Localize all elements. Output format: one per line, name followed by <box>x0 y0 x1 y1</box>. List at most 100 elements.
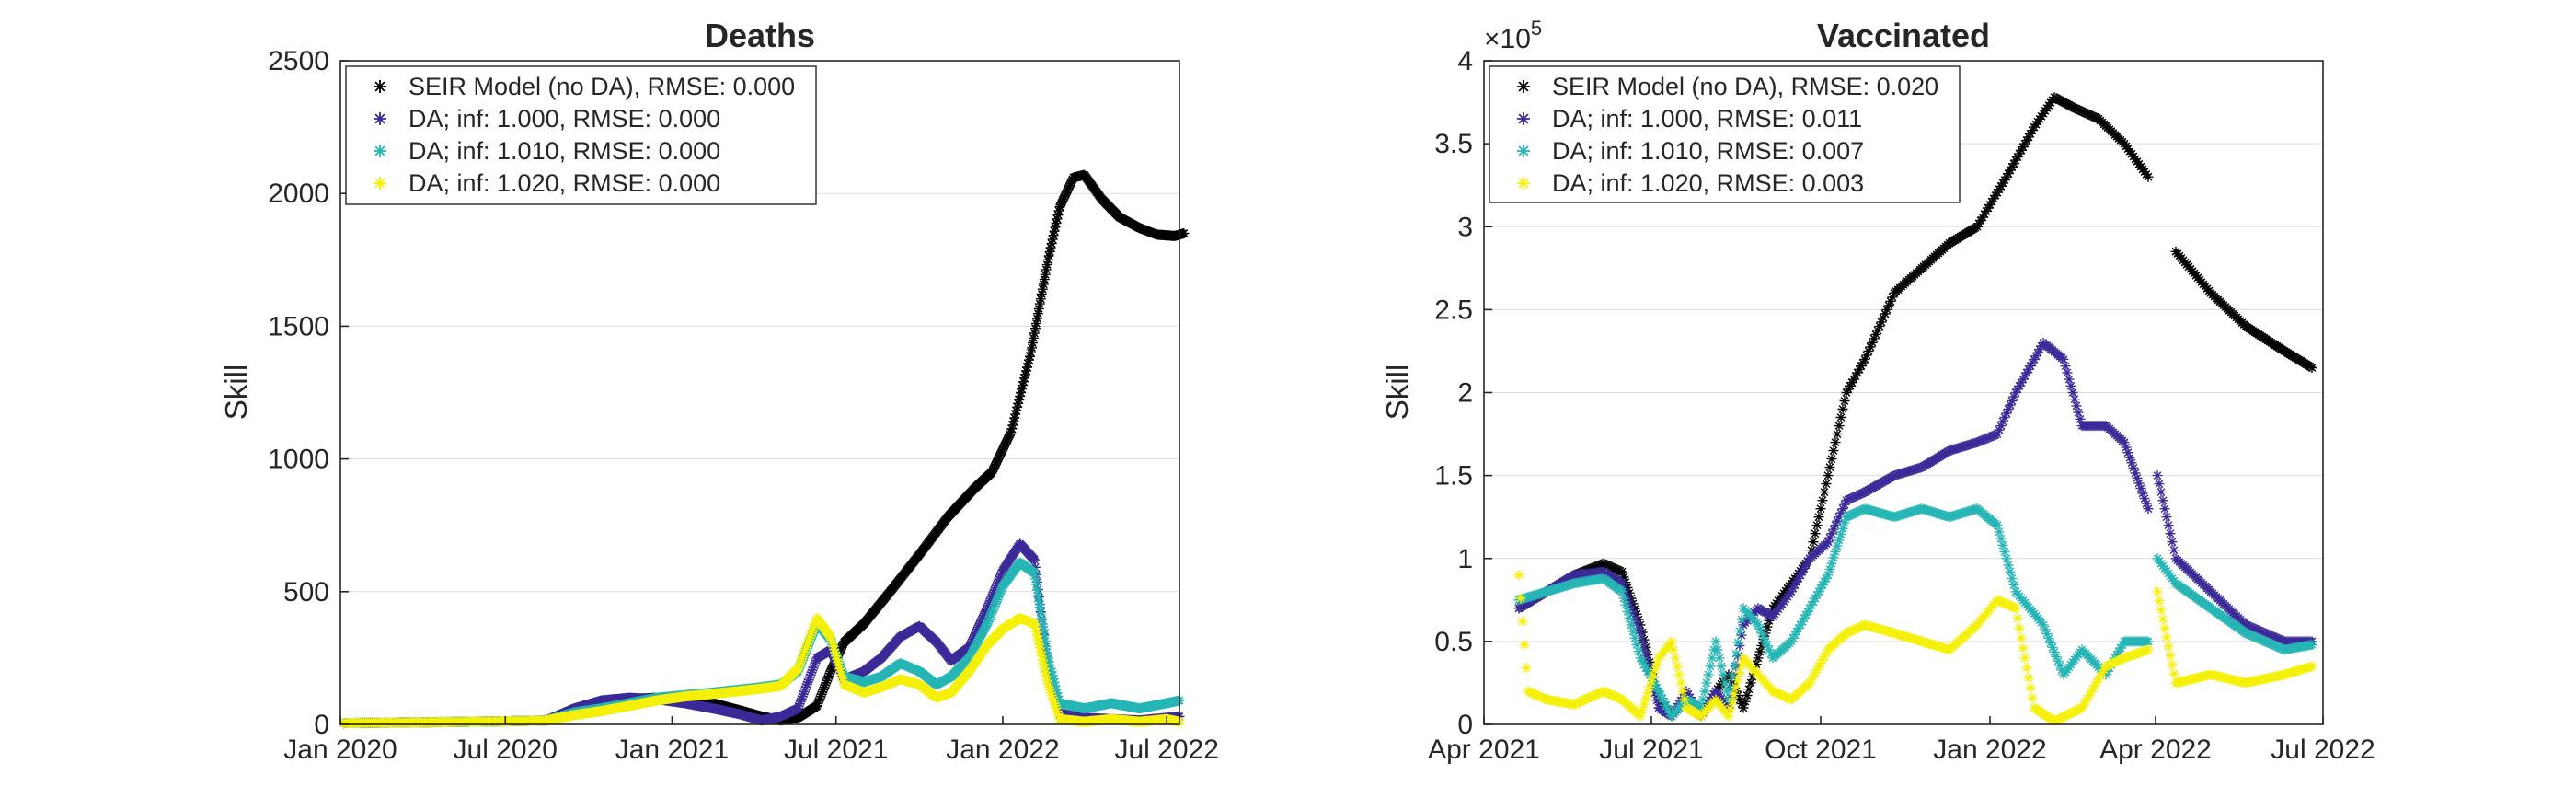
data-point <box>1629 613 1640 624</box>
data-point <box>2027 692 2038 703</box>
legend-label: DA; inf: 1.000, RMSE: 0.000 <box>408 105 720 133</box>
data-point <box>1731 648 1742 659</box>
data-point <box>1040 667 1051 677</box>
data-point <box>1041 260 1052 271</box>
data-point <box>1620 599 1631 610</box>
data-point <box>1530 689 1541 700</box>
data-point <box>1033 303 1044 314</box>
data-point <box>1644 669 1655 680</box>
data-point <box>995 447 1006 458</box>
data-point <box>2266 631 2277 642</box>
data-point <box>1661 700 1672 711</box>
data-point <box>2141 498 2152 509</box>
data-point <box>1633 646 1644 657</box>
data-point <box>1057 195 1068 206</box>
data-point <box>1052 688 1063 699</box>
data-point <box>1824 564 1835 574</box>
data-point <box>2133 478 2145 489</box>
data-point <box>996 583 1007 594</box>
data-point <box>1683 688 1694 700</box>
data-point <box>1029 622 1041 633</box>
data-point <box>2023 132 2034 143</box>
data-point <box>811 700 822 712</box>
data-point <box>1984 200 1995 211</box>
data-point <box>815 691 826 702</box>
data-point <box>1850 371 1861 381</box>
data-point <box>1778 690 1789 701</box>
data-point <box>2010 388 2021 398</box>
data-point <box>2078 700 2089 710</box>
data-point <box>1977 212 1988 223</box>
data-point <box>1028 332 1039 343</box>
data-point <box>1537 692 1548 703</box>
data-point <box>991 580 1002 591</box>
data-point <box>1037 284 1048 295</box>
data-point <box>995 587 1006 598</box>
data-point <box>1016 388 1027 398</box>
data-point <box>2053 655 2064 666</box>
data-point <box>1046 666 1057 677</box>
data-point <box>1857 357 1869 368</box>
data-point <box>1602 688 1613 699</box>
data-point <box>1791 626 1802 637</box>
data-point <box>1010 409 1021 420</box>
data-point <box>1044 659 1055 670</box>
data-point <box>2143 644 2154 655</box>
data-point <box>1602 560 1613 571</box>
data-point <box>1615 693 1626 704</box>
data-point <box>2084 689 2095 700</box>
data-point <box>1639 642 1650 654</box>
data-point <box>2058 353 2069 364</box>
data-point <box>1852 367 1863 378</box>
data-point <box>2262 629 2273 640</box>
data-point <box>1604 688 1615 700</box>
data-point <box>967 636 977 647</box>
data-point <box>1826 454 1837 465</box>
data-point <box>2008 580 2019 591</box>
data-point <box>1745 677 1756 688</box>
data-point <box>2106 658 2117 669</box>
y-tick-label: 1500 <box>268 311 329 341</box>
data-point <box>1784 693 1795 704</box>
data-point <box>1036 651 1047 662</box>
x-tick-label: Jul 2022 <box>1114 735 1218 765</box>
data-point <box>1011 405 1022 416</box>
data-point <box>1029 554 1040 565</box>
data-point <box>1675 695 1686 706</box>
data-point <box>2259 627 2270 638</box>
data-point <box>2165 528 2176 539</box>
data-point <box>1049 677 1060 688</box>
data-point <box>986 608 997 618</box>
data-point <box>1034 298 1045 309</box>
data-point <box>799 646 810 657</box>
data-point <box>830 647 841 658</box>
data-point <box>1043 250 1054 261</box>
data-point <box>1782 692 1793 703</box>
data-point <box>1804 603 1815 614</box>
data-point <box>1640 650 1651 661</box>
data-point <box>1795 570 1806 581</box>
data-point <box>1580 694 1591 705</box>
data-point <box>1725 683 1736 694</box>
data-point <box>2270 632 2281 643</box>
data-point <box>2012 613 2023 624</box>
data-point <box>1053 694 1064 705</box>
data-point <box>2159 623 2170 633</box>
data-point <box>968 632 979 642</box>
data-point <box>1848 492 1859 503</box>
data-point <box>1828 524 1839 535</box>
data-point <box>1062 186 1073 197</box>
data-point <box>2023 364 2034 375</box>
data-point <box>1878 312 1889 323</box>
data-point <box>998 442 1009 453</box>
data-point <box>822 673 834 684</box>
data-point <box>1620 577 1631 588</box>
data-point <box>2014 623 2025 633</box>
data-point <box>1839 499 1850 510</box>
data-point <box>1014 394 1025 405</box>
data-point <box>836 642 847 654</box>
data-point <box>1999 547 2010 557</box>
data-point <box>989 461 1000 472</box>
data-point <box>1837 523 1848 534</box>
